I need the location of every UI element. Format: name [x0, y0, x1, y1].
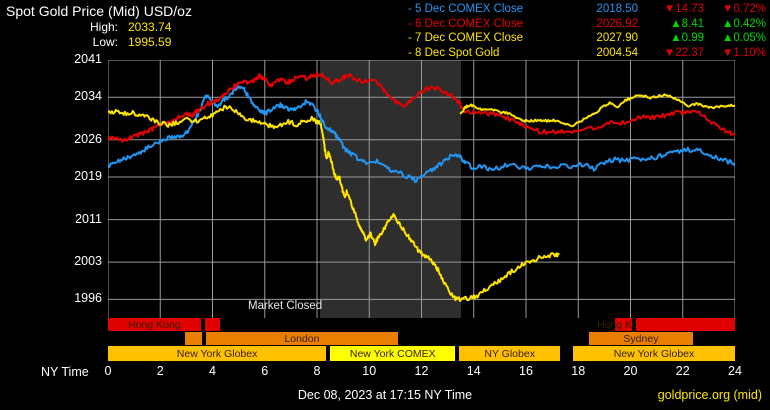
market-session-bars: Hong Kong Hong Kong London Sydney New York G…	[108, 318, 735, 362]
legend-series-name: - 8 Dec Spot Gold	[408, 46, 500, 59]
x-axis-tick-label: 22	[675, 364, 690, 378]
x-axis-tick-label: 14	[466, 364, 481, 378]
session-segment[interactable]	[185, 332, 203, 345]
y-axis-tick-label: 2026	[74, 131, 102, 146]
session-segment[interactable]: Hong Kong	[597, 318, 650, 331]
x-axis-tick-label: 24	[728, 364, 742, 378]
session-segment[interactable]: Sydney	[588, 332, 694, 345]
session-label: Sydney	[623, 332, 659, 345]
session-label: New York COMEX	[349, 347, 436, 360]
legend-series-name: - 7 Dec COMEX Close	[408, 32, 524, 45]
low-label: Low:	[92, 35, 118, 49]
series-line	[459, 93, 735, 128]
legend-change-value: ▼22.37	[663, 46, 704, 59]
y-axis-tick-label: 2011	[75, 211, 102, 226]
page-title: Spot Gold Price (Mid) USD/oz	[6, 3, 192, 19]
session-segment[interactable]: New York Globex	[573, 346, 735, 361]
legend-change-value: ▼14.73	[663, 3, 704, 15]
x-axis-tick-label: 12	[414, 364, 429, 378]
session-bar-row: New York Globex New York COMEX NY Globex Ne…	[108, 346, 735, 361]
session-segment[interactable]	[204, 318, 221, 331]
y-axis-tick-label: 1996	[74, 291, 102, 306]
x-axis-tick-label: 4	[209, 364, 216, 378]
legend-change-value: ▲8.41	[670, 17, 704, 30]
legend-close-value: 2018.50	[596, 3, 638, 15]
session-segment[interactable]: Hong Kong	[108, 318, 201, 331]
series-line	[108, 71, 735, 143]
timestamp-label: Dec 08, 2023 at 17:15 NY Time	[297, 388, 473, 402]
session-segment[interactable]: London	[205, 332, 398, 345]
session-bar-row: London Sydney	[108, 332, 735, 345]
session-segment[interactable]: New York COMEX	[330, 346, 456, 361]
legend-close-value: 2004.54	[596, 46, 638, 59]
x-axis: 0 2 4 6 8 10 12 14 16 18 20 22 24	[0, 364, 770, 384]
x-axis-tick-label: 20	[623, 364, 638, 378]
high-label: High:	[89, 20, 118, 34]
legend-row: - 5 Dec COMEX Close 2018.50 ▼14.73 ▼0.72%	[408, 2, 766, 17]
x-axis-tick-label: 18	[571, 364, 586, 378]
x-axis-tick-label: 6	[261, 364, 269, 378]
y-axis-tick-label: 2041	[74, 52, 102, 66]
series-line	[108, 85, 735, 183]
legend-percent-value: ▼0.72%	[722, 3, 766, 15]
legend-series-name: - 5 Dec COMEX Close	[408, 3, 524, 15]
x-axis-title: NY Time	[41, 365, 89, 379]
session-segment[interactable]: NY Globex	[459, 346, 560, 361]
x-axis-tick-label: 16	[519, 364, 533, 378]
session-segment[interactable]	[635, 318, 735, 331]
low-value: 1995.59	[128, 35, 172, 49]
series-line	[108, 104, 560, 302]
legend-percent-value: ▲0.42%	[722, 17, 766, 30]
session-label: New York Globex	[613, 347, 695, 360]
series-legend: - 5 Dec COMEX Close 2018.50 ▼14.73 ▼0.72% - …	[408, 2, 766, 60]
high-row: High: 2033.74	[60, 20, 198, 35]
price-lines-svg	[108, 60, 735, 318]
legend-series-name: - 6 Dec COMEX Close	[408, 17, 524, 30]
legend-row: - 6 Dec COMEX Close 2026.92 ▲8.41 ▲0.42%	[408, 17, 766, 32]
session-label: New York Globex	[176, 347, 258, 360]
plot-area	[108, 60, 735, 318]
legend-percent-value: ▼1.10%	[722, 46, 766, 59]
y-axis: 1996 2003 2011 2019 2026 2034 2041	[56, 52, 102, 318]
y-axis-tick-label: 2003	[74, 254, 102, 269]
session-label: Hong Kong	[128, 318, 181, 331]
source-label[interactable]: goldprice.org (mid)	[657, 388, 762, 402]
session-label: NY Globex	[484, 347, 535, 360]
legend-row: - 7 Dec COMEX Close 2027.90 ▲0.99 ▲0.05%	[408, 31, 766, 46]
legend-close-value: 2027.90	[596, 32, 638, 45]
high-low-summary: High: 2033.74 Low: 1995.59	[60, 20, 198, 50]
x-axis-tick-label: 8	[313, 364, 321, 378]
session-segment[interactable]: New York Globex	[108, 346, 327, 361]
legend-change-value: ▲0.99	[670, 32, 704, 45]
session-bar-row: Hong Kong Hong Kong	[108, 318, 735, 331]
legend-percent-value: ▲0.05%	[722, 32, 766, 45]
y-axis-tick-label: 2034	[74, 89, 102, 104]
x-axis-tick-label: 10	[362, 364, 377, 378]
high-value: 2033.74	[128, 20, 172, 34]
x-axis-tick-label: 0	[104, 364, 112, 378]
market-closed-label: Market Closed	[248, 300, 323, 312]
y-axis-tick-label: 2019	[74, 169, 102, 184]
session-label: London	[284, 332, 320, 345]
legend-row: - 8 Dec Spot Gold 2004.54 ▼22.37 ▼1.10%	[408, 46, 766, 61]
session-label: Hong Kong	[597, 318, 650, 331]
low-row: Low: 1995.59	[60, 35, 198, 50]
legend-close-value: 2026.92	[596, 17, 638, 30]
x-axis-tick-label: 2	[156, 364, 164, 378]
